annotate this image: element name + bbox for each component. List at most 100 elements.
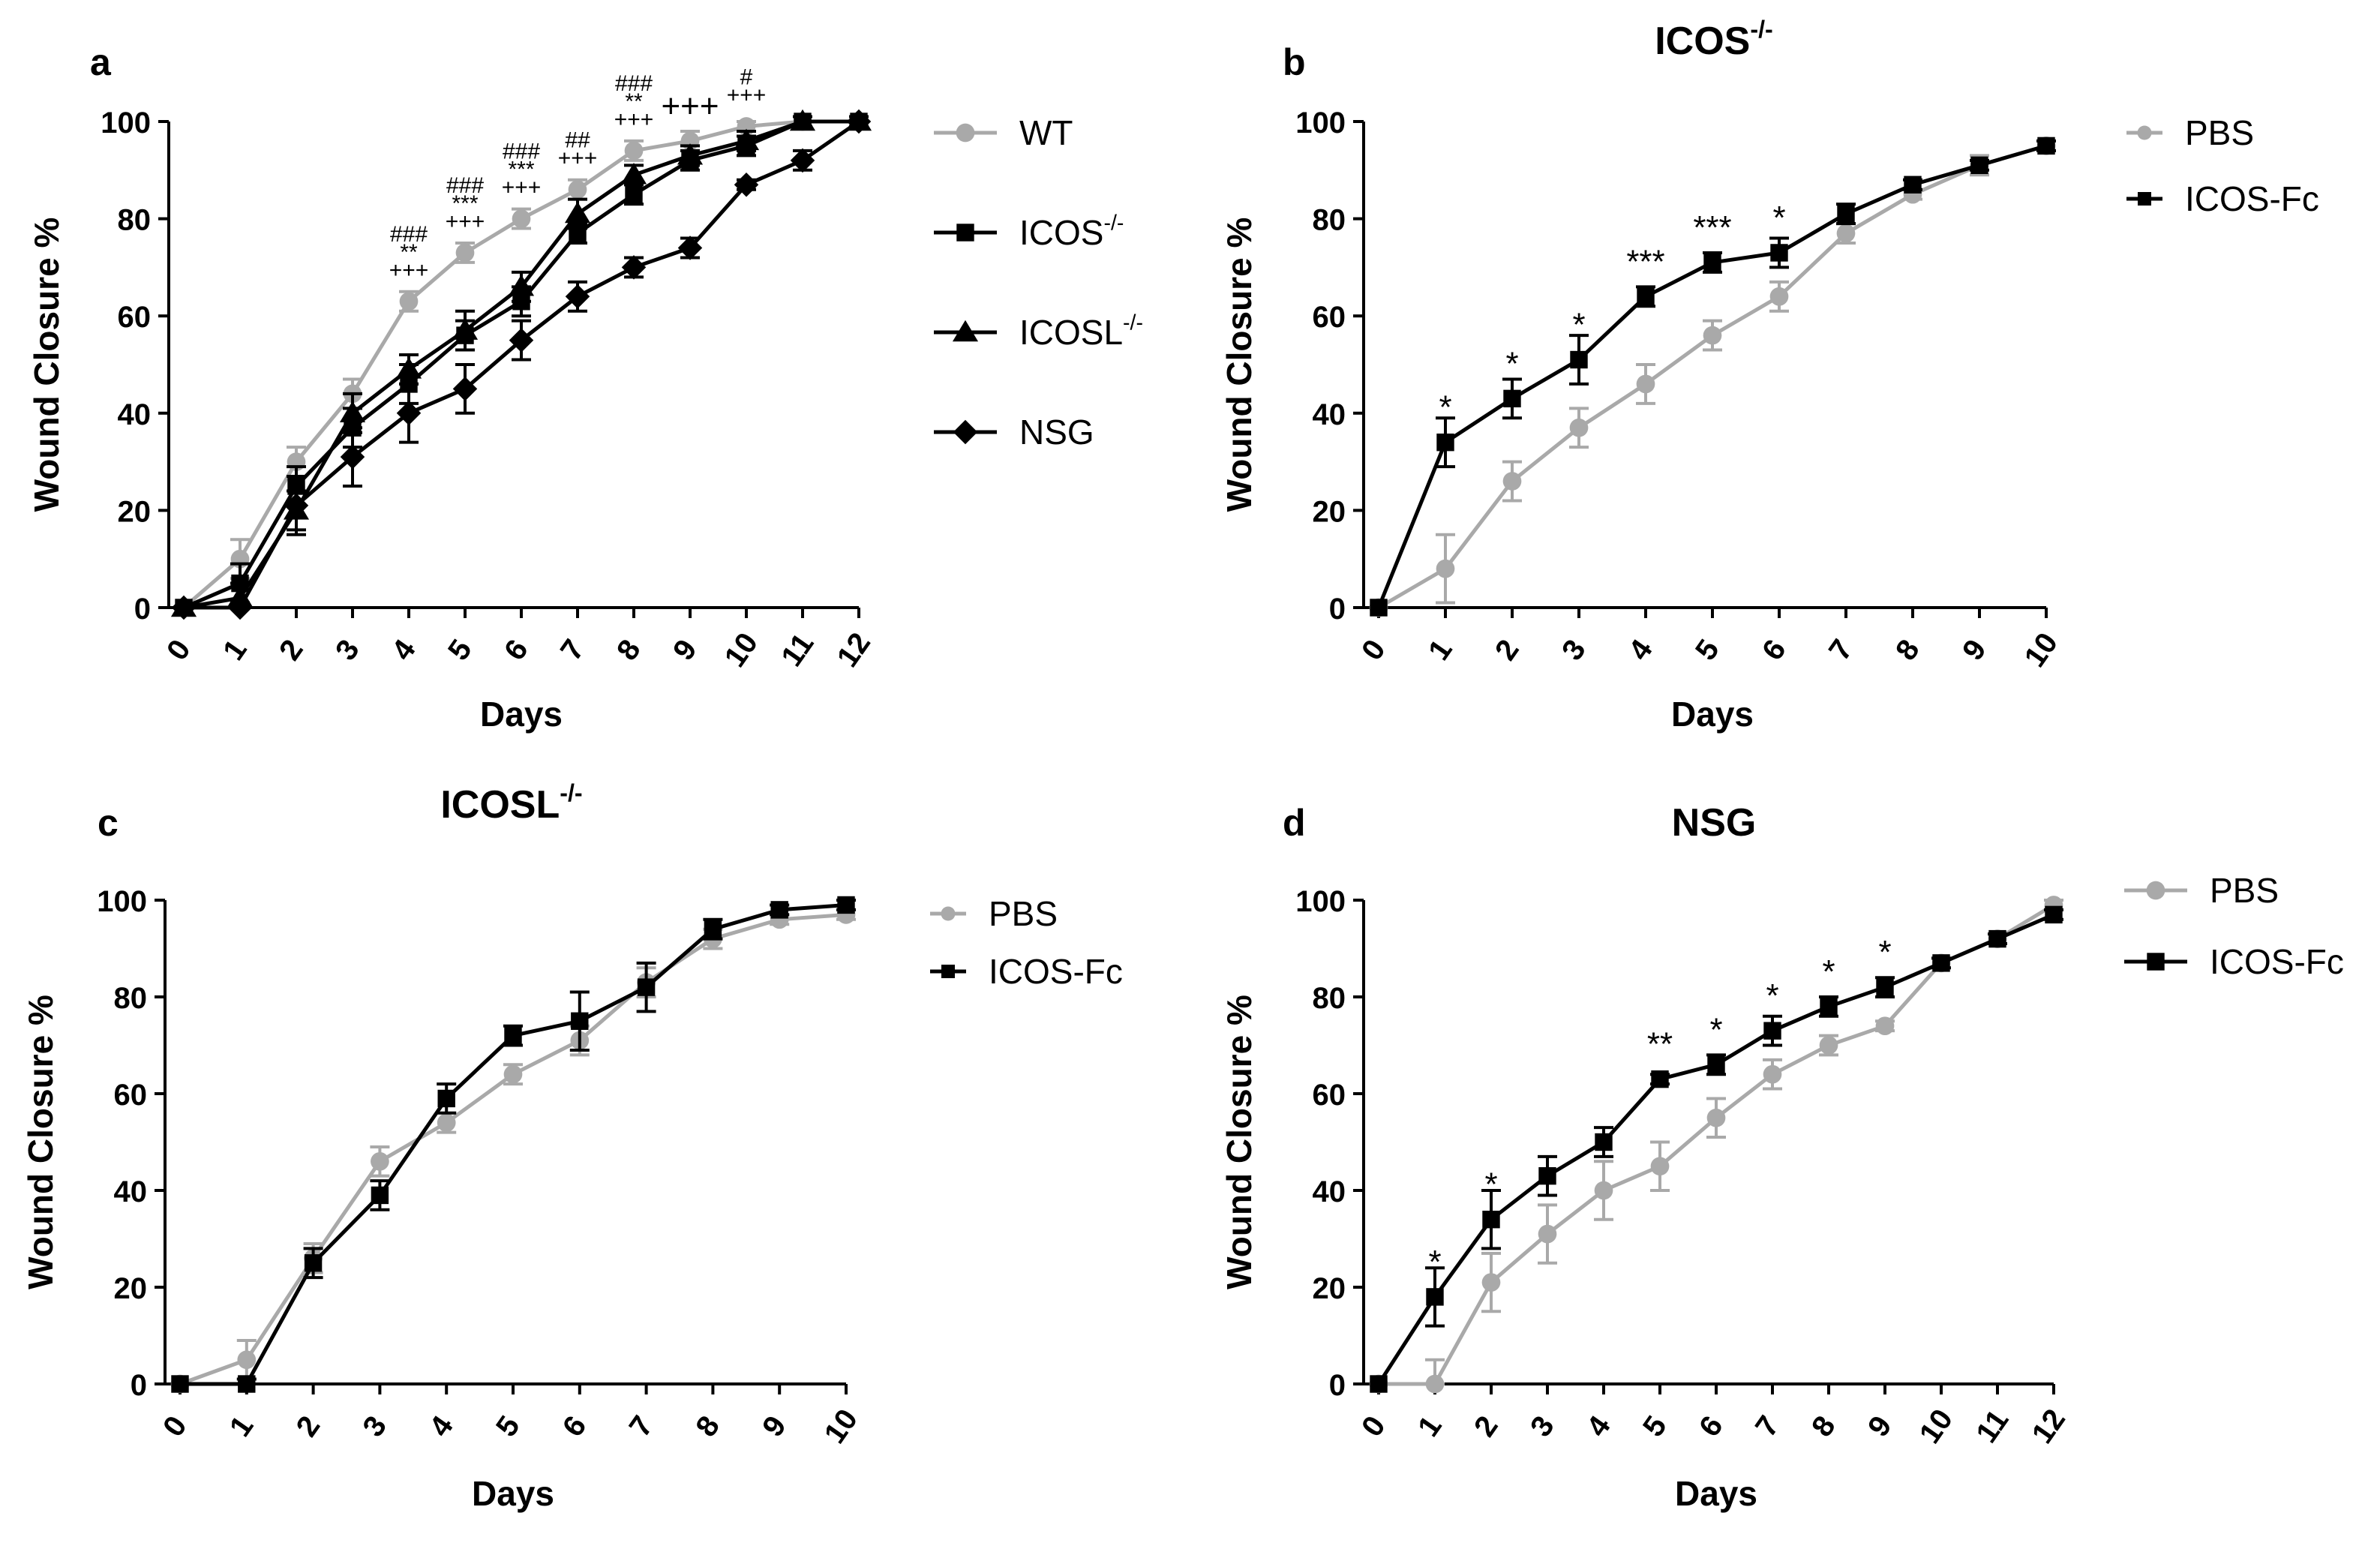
x-tick-label: 10 — [719, 627, 765, 674]
panel-letter: a — [90, 41, 112, 83]
significance-annotation: * — [1709, 1011, 1722, 1048]
significance-label: ## — [565, 128, 590, 153]
x-tick-label: 2 — [273, 634, 310, 666]
data-point — [1570, 350, 1588, 369]
data-point — [1703, 254, 1721, 272]
legend: PBS ICOS-Fc — [930, 894, 1123, 991]
x-tick-label: 3 — [1556, 634, 1592, 666]
panel-title: ICOS-/- — [1655, 16, 1773, 63]
x-tick-label: 0 — [157, 1410, 194, 1442]
data-point — [1988, 929, 2006, 948]
x-axis-label: Days — [472, 1474, 554, 1513]
x-tick-label: 9 — [667, 634, 704, 666]
significance-label: * — [1709, 1011, 1722, 1048]
data-point — [1503, 389, 1521, 408]
series-line — [179, 912, 847, 1386]
significance-annotation: +++## — [558, 128, 598, 171]
data-point — [1763, 1064, 1782, 1084]
series-icos-fc — [1370, 905, 2063, 1393]
significance-annotation: * — [1484, 1166, 1497, 1203]
x-tick-label: 5 — [442, 634, 479, 666]
x-tick-label: 12 — [831, 627, 878, 674]
significance-label: * — [1572, 307, 1585, 344]
data-point — [1436, 433, 1454, 452]
significance-label: * — [1822, 953, 1835, 990]
data-point — [504, 1026, 522, 1045]
x-axis-label: Days — [1675, 1474, 1757, 1513]
data-point — [509, 328, 534, 353]
significance-annotation: +++**### — [389, 222, 429, 283]
data-point — [512, 209, 531, 228]
legend-item: ICOS-/- — [934, 212, 1124, 252]
data-point — [770, 901, 788, 919]
data-point — [340, 444, 365, 470]
data-point — [437, 1113, 456, 1133]
data-point — [1876, 978, 1894, 996]
y-tick-label: 100 — [101, 107, 151, 140]
data-point — [1836, 224, 1856, 243]
data-point — [437, 1089, 455, 1108]
data-point — [1770, 244, 1788, 262]
data-point — [1932, 954, 1950, 972]
panel-letter: b — [1283, 41, 1306, 83]
panel-title: NSG — [1672, 801, 1757, 845]
significance-label: +++ — [614, 107, 654, 132]
x-tick-label: 8 — [611, 634, 647, 666]
legend-item: ICOS-Fc — [2124, 942, 2344, 981]
legend-marker — [941, 906, 956, 921]
legend-marker — [953, 419, 978, 445]
significance-label: ** — [625, 89, 643, 114]
significance-label: ### — [615, 71, 653, 96]
legend-label: ICOS-Fc — [989, 952, 1123, 991]
data-point — [452, 377, 478, 401]
data-point — [339, 401, 366, 422]
data-point — [1538, 1224, 1557, 1244]
data-point — [237, 1350, 257, 1370]
x-tick-label: 4 — [386, 633, 422, 666]
significance-label: +++ — [661, 88, 719, 125]
y-tick-label: 0 — [131, 1369, 147, 1402]
y-tick-label: 0 — [1329, 1369, 1346, 1402]
series-line — [1376, 913, 2054, 1385]
significance-annotation: *** — [1626, 243, 1664, 280]
legend-item: ICOSL-/- — [934, 311, 1143, 352]
x-tick-label: 1 — [1412, 1410, 1448, 1442]
significance-annotation: +++# — [727, 65, 767, 107]
x-tick-label: 7 — [1749, 1410, 1786, 1442]
significance-annotation: * — [1439, 389, 1451, 426]
legend-marker — [2138, 192, 2151, 206]
x-tick-label: 11 — [1970, 1404, 2015, 1449]
x-tick-label: 3 — [356, 1410, 393, 1442]
data-point — [1763, 1022, 1781, 1040]
significance-annotation: *** — [1693, 209, 1731, 246]
significance-annotation: * — [1772, 200, 1785, 236]
data-point — [399, 292, 419, 311]
series-icos-fc — [171, 896, 856, 1393]
data-point — [677, 236, 703, 260]
significance-label: ### — [390, 222, 428, 247]
series-pbs — [1369, 896, 2063, 1394]
data-point — [455, 243, 475, 263]
y-tick-label: 40 — [118, 398, 152, 431]
y-tick-label: 60 — [1313, 1079, 1346, 1112]
legend-label: WT — [1019, 113, 1073, 152]
data-point — [1370, 599, 1388, 617]
y-tick-label: 0 — [134, 593, 151, 626]
data-point — [1703, 326, 1722, 345]
significance-label: * — [1766, 977, 1778, 1014]
x-tick-label: 5 — [490, 1410, 527, 1442]
x-tick-label: 10 — [818, 1403, 865, 1450]
legend-item: NSG — [934, 413, 1094, 452]
x-tick-label: 1 — [1422, 634, 1459, 666]
data-point — [565, 284, 590, 309]
data-point — [846, 109, 872, 134]
data-point — [624, 141, 644, 161]
legend-label: ICOS-Fc — [2210, 942, 2344, 981]
legend-marker — [952, 320, 979, 342]
y-tick-label: 100 — [97, 885, 147, 918]
series-icos-fc — [1370, 137, 2056, 617]
